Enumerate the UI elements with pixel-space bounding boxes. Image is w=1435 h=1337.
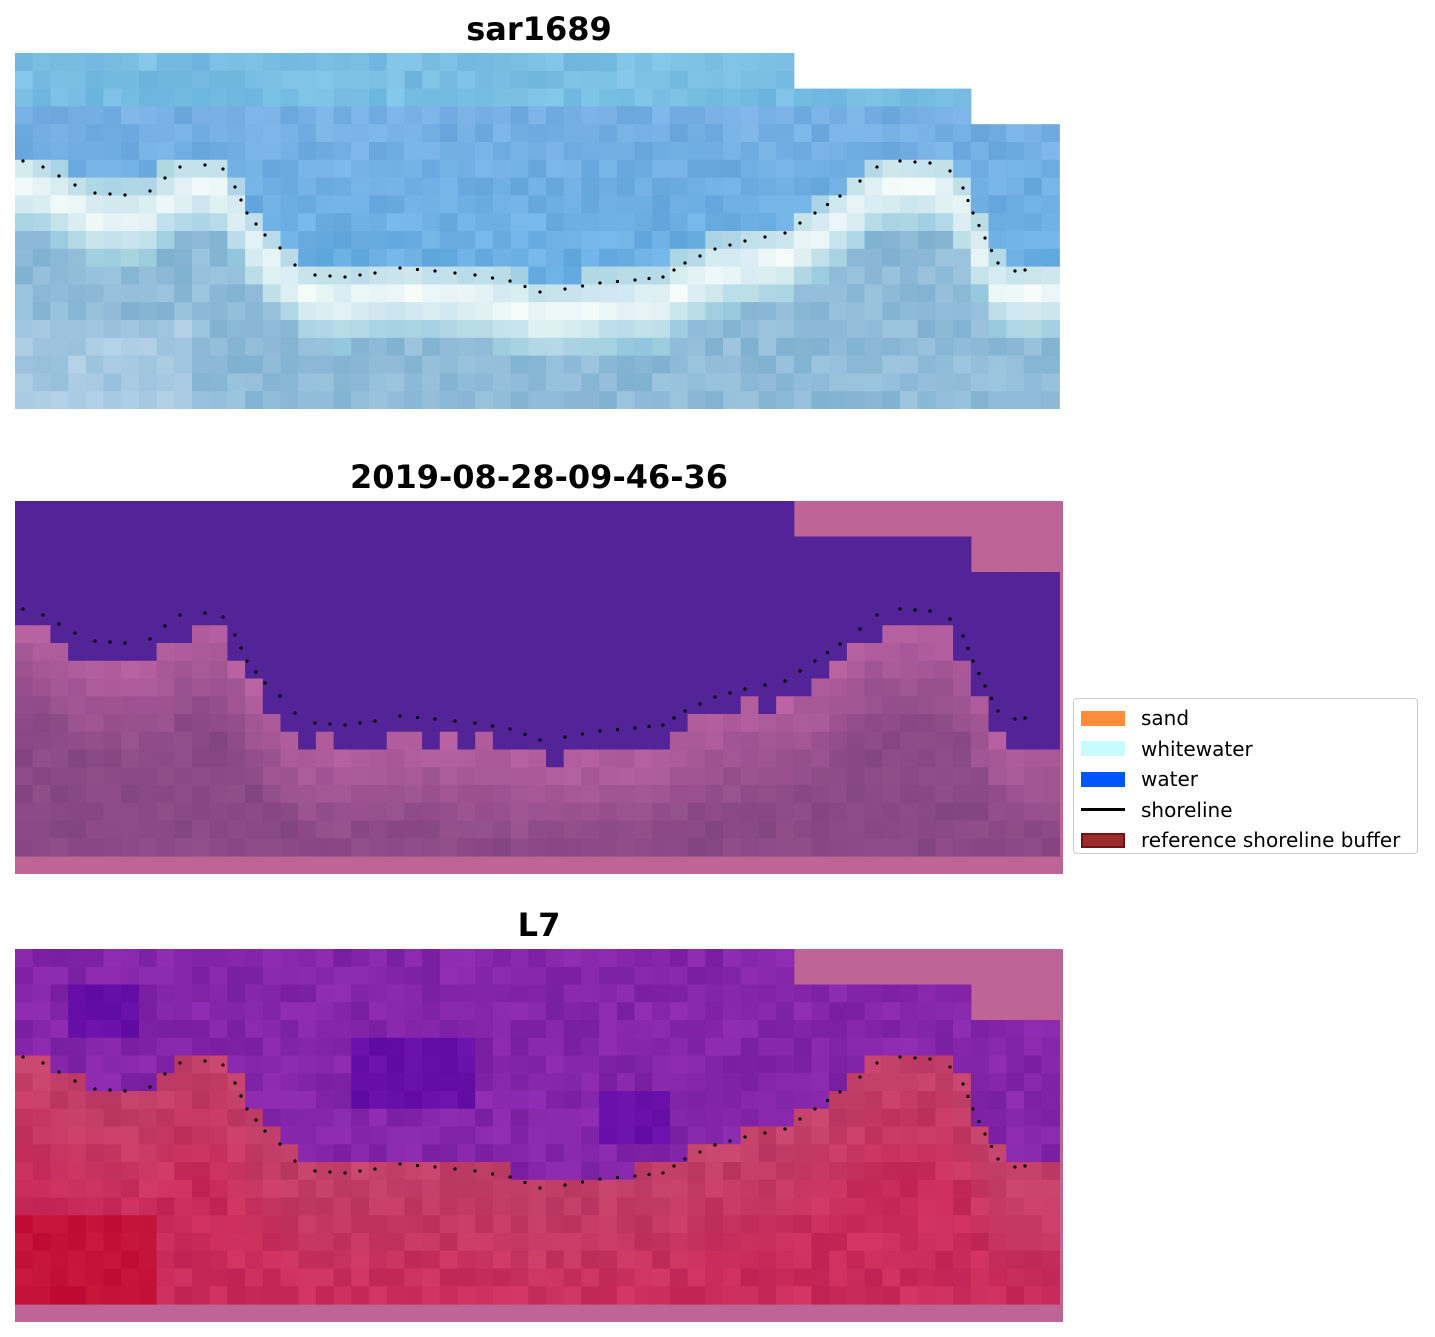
- legend-item-whitewater: whitewater: [1081, 734, 1417, 765]
- legend-label: whitewater: [1141, 736, 1253, 761]
- legend: sand whitewater water shoreline reference sh…: [1073, 698, 1418, 854]
- shoreline-dots: [21, 607, 1027, 742]
- panel-title-sar1689: sar1689: [466, 10, 612, 48]
- legend-color-swatch: [1081, 832, 1125, 848]
- index-image: [15, 949, 1063, 1322]
- legend-color-swatch: [1081, 710, 1125, 726]
- legend-label: shoreline: [1141, 797, 1233, 822]
- legend-label: water: [1141, 767, 1198, 792]
- shoreline-dots: [21, 1055, 1027, 1190]
- image-pixels: [15, 501, 1060, 857]
- legend-line-swatch: [1081, 808, 1125, 812]
- panel-title-l7: L7: [517, 906, 561, 944]
- legend-item-water: water: [1081, 764, 1417, 795]
- legend-label: reference shoreline buffer: [1141, 828, 1401, 853]
- rgb-satellite-image: [15, 53, 1060, 409]
- index-image-panel: [15, 949, 1063, 1322]
- image-pixels: [15, 53, 1060, 409]
- legend-item-sand: sand: [1081, 703, 1417, 734]
- panel-title-date: 2019-08-28-09-46-36: [349, 458, 729, 496]
- image-pixels: [15, 949, 1060, 1305]
- shoreline-dots: [21, 159, 1027, 294]
- legend-label: sand: [1141, 706, 1190, 731]
- legend-color-swatch: [1081, 741, 1125, 757]
- legend-color-swatch: [1081, 771, 1125, 787]
- legend-item-reference-shoreline-buffer: reference shoreline buffer: [1081, 825, 1417, 856]
- classification-image-panel: [15, 501, 1063, 874]
- classified-image: [15, 501, 1063, 874]
- legend-item-shoreline: shoreline: [1081, 795, 1417, 826]
- satellite-image-panel: [15, 53, 1063, 409]
